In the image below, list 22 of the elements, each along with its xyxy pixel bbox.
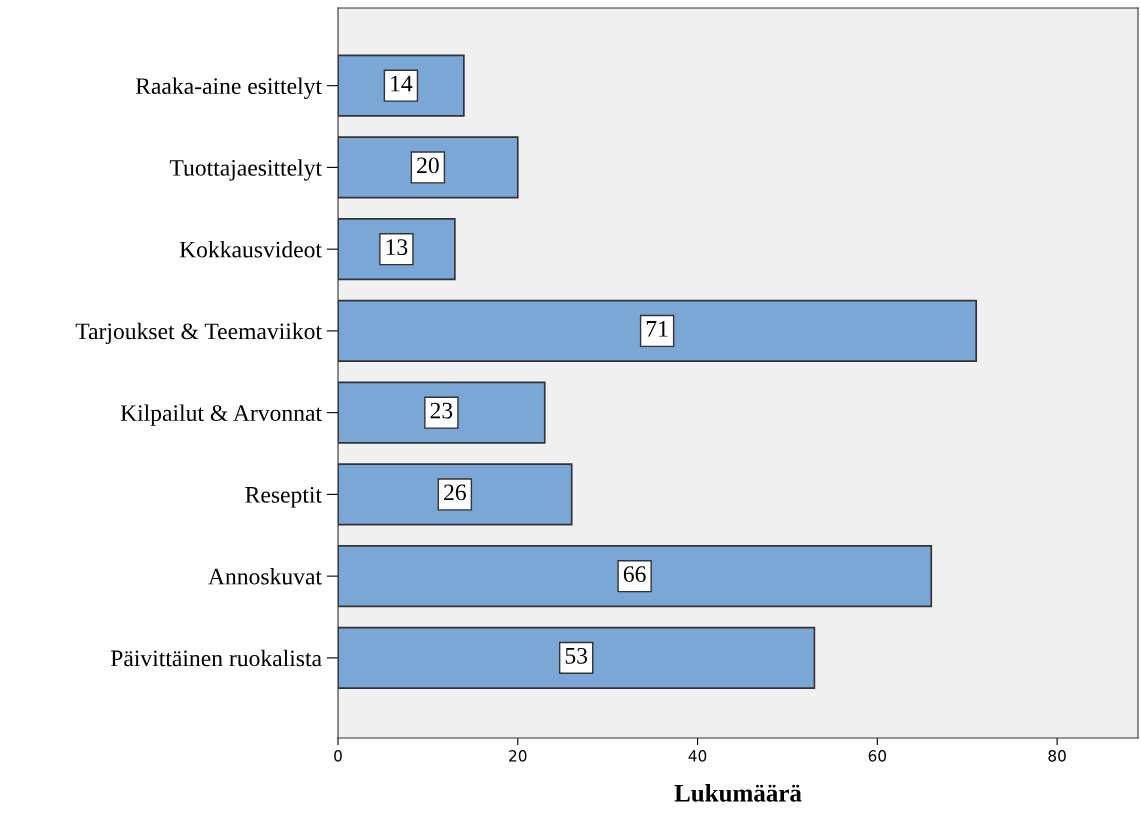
data-label: 20 bbox=[417, 157, 439, 174]
y-tick-label: Kilpailut & Arvonnat bbox=[120, 404, 322, 426]
data-label: 53 bbox=[565, 647, 588, 664]
data-label: 23 bbox=[430, 402, 453, 419]
y-tick-label: Kokkausvideot bbox=[179, 240, 322, 258]
data-label: 13 bbox=[386, 239, 408, 256]
x-tick-label: 60 bbox=[868, 750, 887, 762]
x-axis-title: Lukumäärä bbox=[674, 784, 802, 802]
x-tick-label: 0 bbox=[334, 750, 342, 762]
y-tick-label: Raaka-aine esittelyt bbox=[135, 77, 322, 99]
y-tick-label: Reseptit bbox=[245, 486, 322, 508]
y-tick-label: Päivittäinen ruokalista bbox=[110, 649, 322, 667]
data-label: 26 bbox=[444, 484, 466, 501]
y-tick-label: Annoskuvat bbox=[208, 567, 322, 585]
data-label: 66 bbox=[623, 566, 646, 583]
y-tick-label: Tarjoukset & Teemaviikot bbox=[75, 322, 322, 345]
data-label: 71 bbox=[646, 320, 668, 337]
x-tick-label: 80 bbox=[1048, 750, 1066, 762]
x-tick-label: 40 bbox=[688, 750, 707, 762]
x-tick-label: 20 bbox=[509, 750, 527, 762]
y-tick-label: Tuottajaesittelyt bbox=[169, 159, 322, 181]
data-label: 14 bbox=[391, 75, 413, 92]
